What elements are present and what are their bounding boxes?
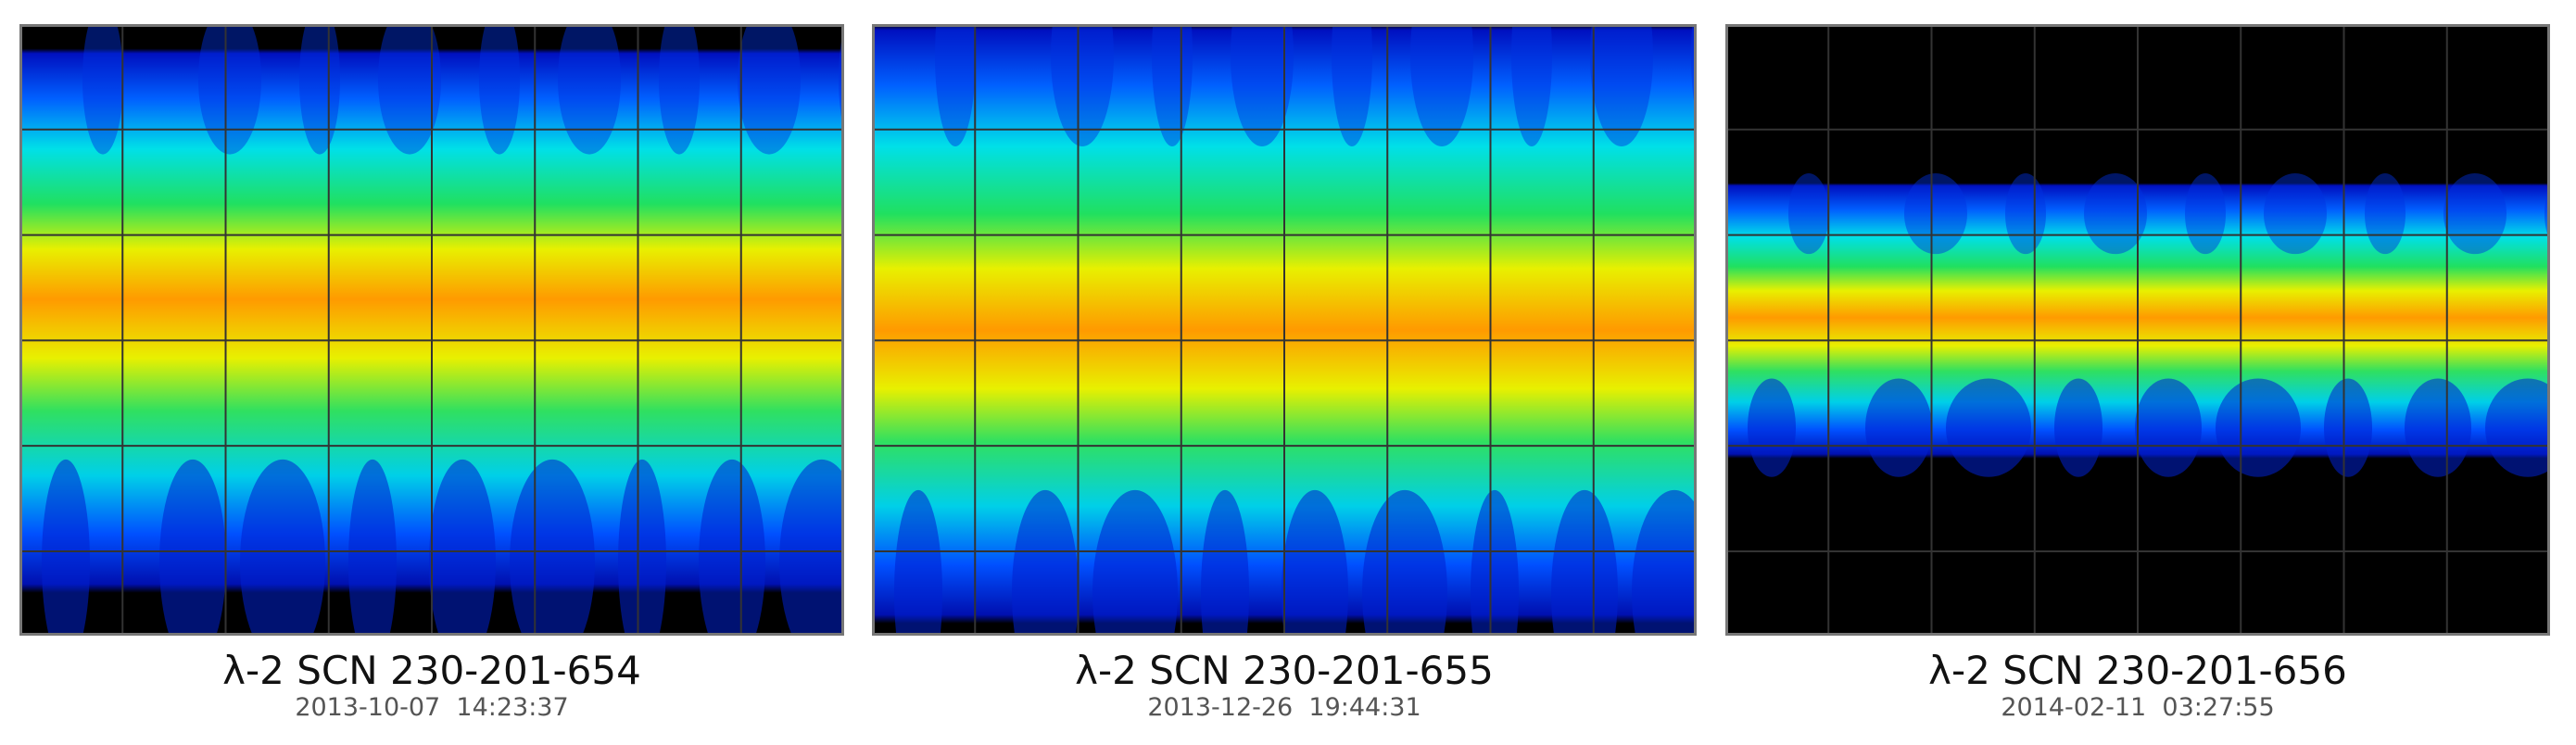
scan-title: λ-2 SCN 230-201-654 <box>222 648 641 693</box>
texture <box>2135 378 2202 477</box>
texture <box>1410 24 1473 146</box>
texture <box>1012 489 1079 636</box>
texture <box>935 24 976 146</box>
texture <box>618 459 666 636</box>
texture <box>1231 24 1294 146</box>
texture <box>659 24 700 155</box>
texture <box>2054 378 2102 477</box>
scan-timestamp: 2013-10-07 14:23:37 <box>295 693 569 722</box>
texture <box>1051 24 1114 146</box>
texture <box>1632 489 1697 636</box>
texture <box>2365 173 2406 255</box>
texture <box>299 24 340 155</box>
scan-panel: λ-2 SCN 230-201-654 2013-10-07 14:23:37 <box>19 24 844 723</box>
texture <box>2324 378 2372 477</box>
texture <box>1590 24 1653 146</box>
texture <box>894 489 942 636</box>
texture <box>2084 173 2147 255</box>
texture <box>1152 24 1193 146</box>
texture <box>2485 378 2550 477</box>
texture <box>779 459 844 636</box>
scan-timestamp: 2014-02-11 03:27:55 <box>2001 693 2275 722</box>
texture <box>1904 173 1967 255</box>
texture <box>1748 378 1796 477</box>
texture <box>2005 173 2046 255</box>
scan-title: λ-2 SCN 230-201-655 <box>1075 648 1494 693</box>
heatmap-image <box>1725 24 2550 636</box>
texture <box>1282 489 1348 636</box>
texture <box>1201 489 1249 636</box>
texture <box>1865 378 1932 477</box>
texture <box>429 459 496 636</box>
texture <box>198 24 261 155</box>
texture <box>1946 378 2031 477</box>
scan-timestamp: 2013-12-26 19:44:31 <box>1147 693 1421 722</box>
texture <box>1511 24 1552 146</box>
texture <box>2264 173 2327 255</box>
texture <box>1551 489 1618 636</box>
texture <box>699 459 765 636</box>
texture <box>2185 173 2226 255</box>
frame <box>19 24 844 636</box>
texture <box>2216 378 2301 477</box>
texture <box>1362 489 1447 636</box>
texture <box>82 24 123 155</box>
scan-panel: λ-2 SCN 230-201-655 2013-12-26 19:44:31 <box>872 24 1697 723</box>
texture <box>510 459 595 636</box>
heatmap-image <box>872 24 1697 636</box>
texture <box>479 24 520 155</box>
texture <box>240 459 325 636</box>
texture <box>738 24 801 155</box>
texture <box>1471 489 1519 636</box>
texture <box>159 459 226 636</box>
texture <box>1788 173 1829 255</box>
texture <box>378 24 441 155</box>
texture <box>1092 489 1178 636</box>
frame <box>1725 24 2550 636</box>
texture <box>2405 378 2471 477</box>
scan-panel: λ-2 SCN 230-201-656 2014-02-11 03:27:55 <box>1725 24 2550 723</box>
heatmap-image <box>19 24 844 636</box>
texture <box>1332 24 1372 146</box>
scan-title: λ-2 SCN 230-201-656 <box>1928 648 2347 693</box>
frame <box>872 24 1697 636</box>
texture <box>42 459 90 636</box>
texture <box>348 459 397 636</box>
texture <box>558 24 621 155</box>
texture <box>2443 173 2507 255</box>
